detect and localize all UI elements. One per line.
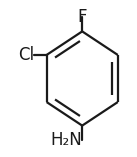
- Text: F: F: [77, 8, 87, 26]
- Text: H₂N: H₂N: [50, 131, 82, 149]
- Text: Cl: Cl: [18, 46, 34, 64]
